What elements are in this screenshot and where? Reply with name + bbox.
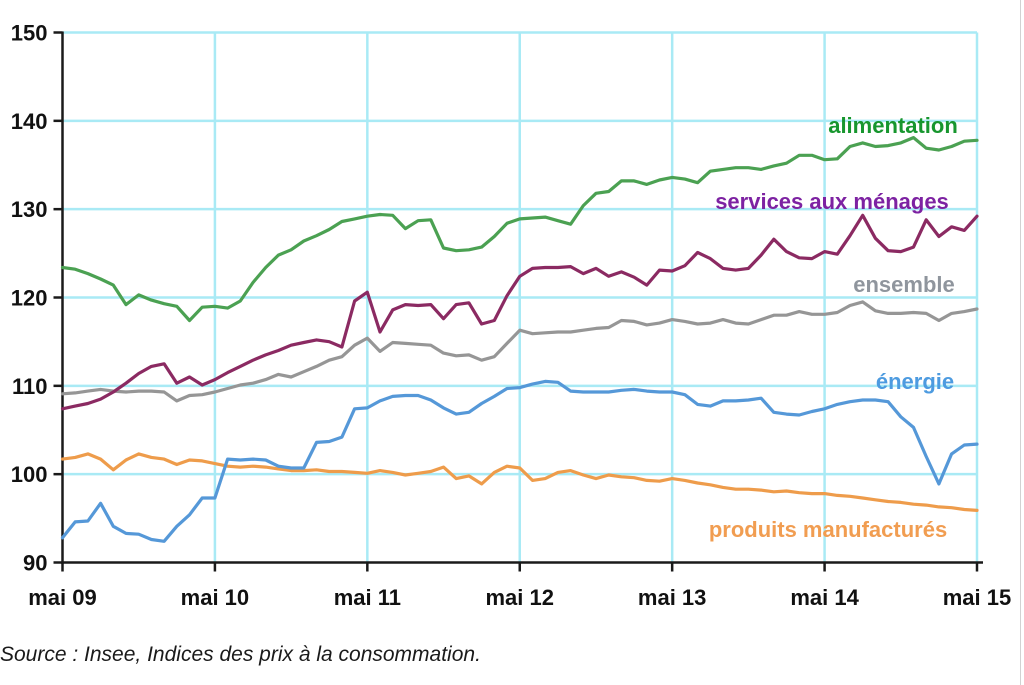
y-tick-label-120: 120 [11,285,48,310]
series-label-services: services aux ménages [715,189,949,214]
y-tick-label-150: 150 [11,20,48,45]
series-line-alimentation [60,136,979,323]
series-line-ensemble [60,300,979,403]
x-tick-label-mai-13: mai 13 [638,585,707,610]
y-tick-label-100: 100 [11,462,48,487]
y-tick-label-140: 140 [11,109,48,134]
image-edge-artifact [1020,0,1021,685]
y-tick-label-90: 90 [23,550,47,575]
x-tick-label-mai-12: mai 12 [486,585,555,610]
y-tick-label-110: 110 [12,374,48,399]
series-label-energie: énergie [876,369,954,394]
x-tick-label-mai-15: mai 15 [943,585,1012,610]
x-tick-label-mai-14: mai 14 [790,585,859,610]
series-line-energie [60,379,979,543]
series-label-produits: produits manufacturés [709,517,947,542]
x-tick-label-mai-10: mai 10 [181,585,250,610]
source-caption: Source : Insee, Indices des prix à la co… [0,643,481,666]
x-tick-label-mai-09: mai 09 [28,585,97,610]
series-label-alimentation: alimentation [828,113,958,138]
x-tick-label-mai-11: mai 11 [334,585,401,610]
y-tick-label-130: 130 [11,197,48,222]
series-line-services [60,213,979,411]
series-label-ensemble: ensemble [853,272,955,297]
series-line-produits [60,452,979,512]
